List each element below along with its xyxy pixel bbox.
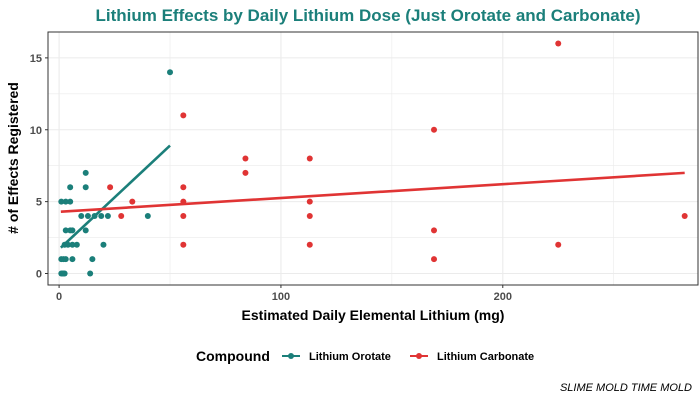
point-orotate [67,184,74,191]
point-carbonate [306,213,313,219]
point-orotate [84,213,91,219]
plot-panel [48,32,698,285]
point-carbonate [431,256,438,263]
point-orotate [100,241,107,248]
point-orotate [82,184,89,191]
point-carbonate [180,198,187,205]
point-carbonate [180,241,187,248]
grid-lines [48,32,698,285]
point-carbonate [306,241,313,248]
y-axis-title: # of Effects Registered [5,82,21,234]
point-orotate [98,213,105,219]
point-carbonate [431,227,438,234]
point-orotate [67,198,74,205]
point-orotate [82,169,89,176]
x-tick-label: 200 [494,291,512,303]
x-tick-label: 100 [272,291,290,303]
trend-line-carbonate [60,171,685,213]
point-carbonate [180,184,187,191]
point-orotate [87,270,94,277]
legend-key-dot-carbonate [416,353,422,359]
point-orotate [69,241,76,248]
point-orotate [73,241,80,248]
data-points [58,40,688,277]
axis-ticks: 0 100 200 0 5 10 15 [30,53,512,303]
point-orotate [62,227,69,234]
point-orotate [78,213,85,219]
point-carbonate [306,198,313,205]
legend-key-dot-orotate [288,353,294,359]
point-orotate [58,198,65,205]
x-axis-title: Estimated Daily Elemental Lithium (mg) [242,307,505,323]
point-carbonate [306,155,313,162]
point-carbonate [107,184,114,191]
point-carbonate [180,213,187,219]
point-carbonate [180,112,187,119]
point-orotate [89,256,96,263]
caption: SLIME MOLD TIME MOLD [560,382,692,394]
point-orotate [61,270,68,277]
y-tick-label: 0 [36,269,42,281]
point-orotate [167,69,174,76]
legend: Compound Lithium Orotate Lithium Carbona… [196,348,534,364]
legend-item-carbonate: Lithium Carbonate [410,351,534,363]
y-tick-label: 10 [30,125,42,137]
point-carbonate [431,126,438,133]
x-tick-label: 0 [56,291,62,303]
point-orotate [69,227,76,234]
chart-title: Lithium Effects by Daily Lithium Dose (J… [95,6,640,25]
y-tick-label: 5 [36,197,42,209]
trend-line-orotate [59,144,171,249]
point-carbonate [118,213,125,219]
point-orotate [82,227,89,234]
legend-label-carbonate: Lithium Carbonate [437,351,534,363]
point-carbonate [681,213,688,219]
point-orotate [144,213,151,219]
legend-item-orotate: Lithium Orotate [282,351,391,363]
point-orotate [64,241,71,248]
point-carbonate [129,198,136,205]
legend-title: Compound [196,348,270,364]
legend-label-orotate: Lithium Orotate [309,351,391,363]
point-carbonate [555,40,562,47]
point-orotate [62,198,69,205]
point-carbonate [242,169,249,176]
y-tick-label: 15 [30,53,42,65]
panel-border [47,31,699,286]
point-carbonate [555,241,562,248]
point-orotate [69,256,76,263]
point-orotate [104,213,111,219]
trend-lines [59,144,685,249]
point-orotate [91,213,98,219]
point-orotate [62,256,69,263]
point-carbonate [242,155,249,162]
